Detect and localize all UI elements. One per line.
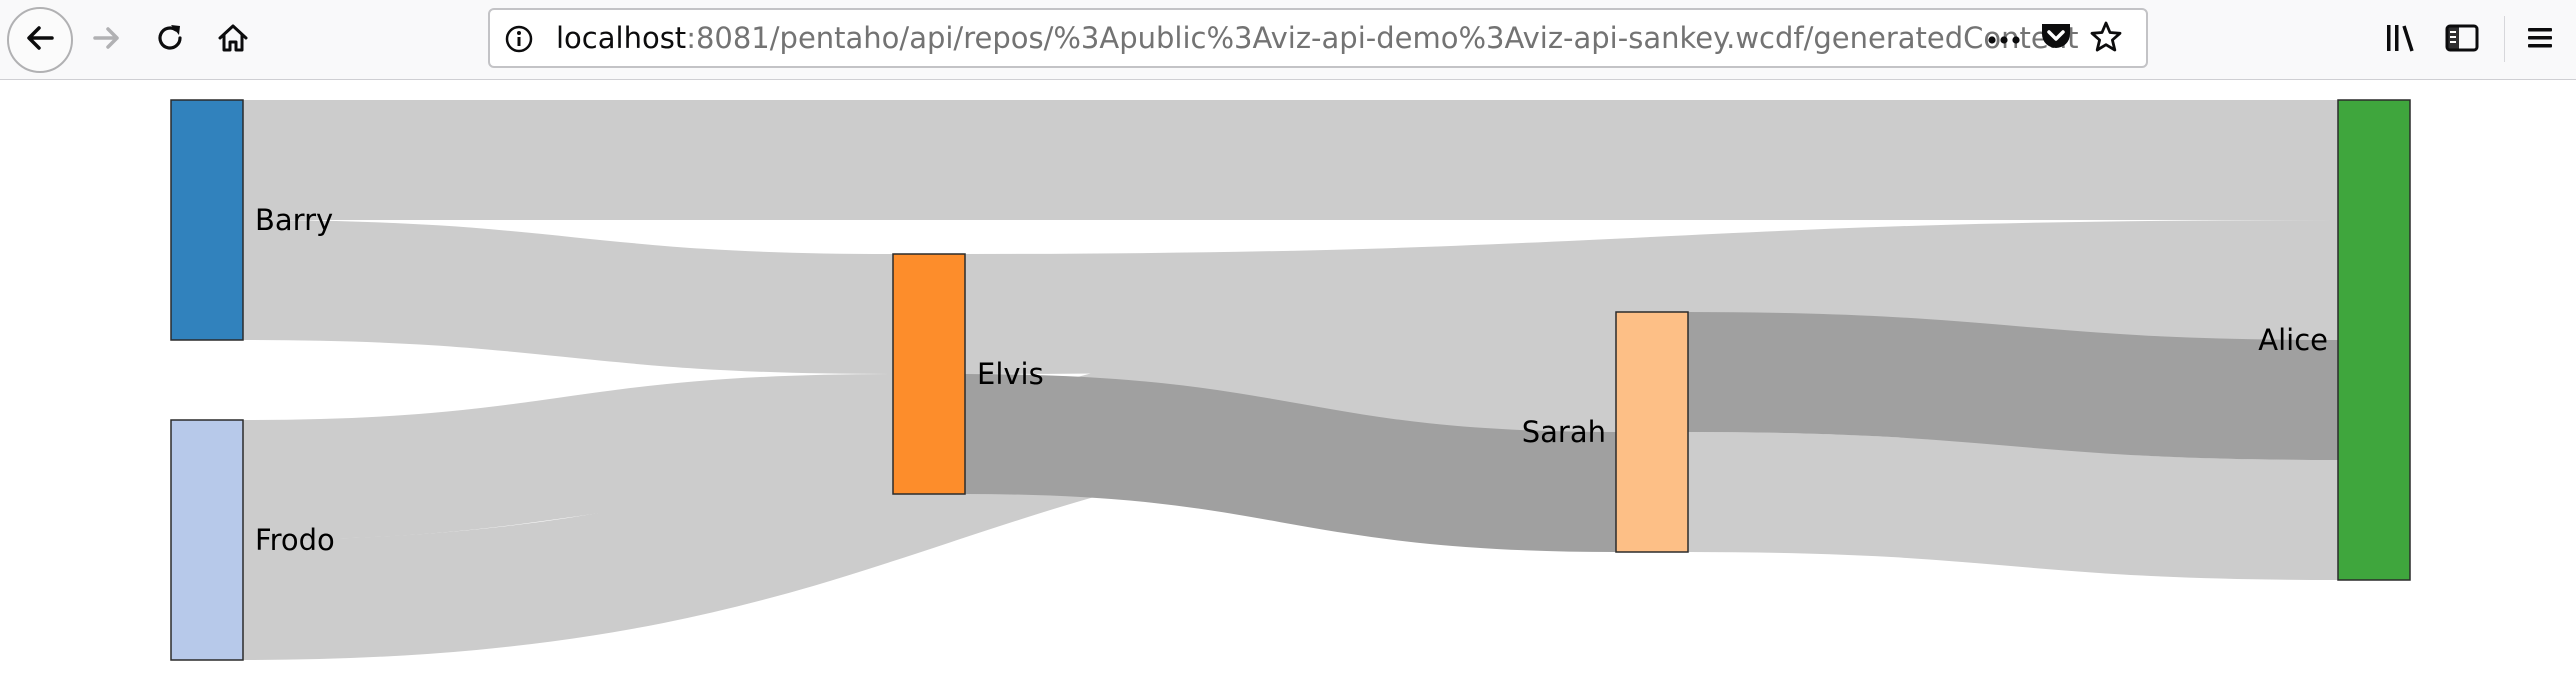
- forward-arrow-icon: [90, 21, 124, 59]
- info-icon[interactable]: [504, 24, 534, 54]
- sankey-node-sarah[interactable]: [1615, 311, 1689, 553]
- sankey-link-elvis-alice[interactable]: [964, 220, 2339, 374]
- browser-toolbar: localhost:8081/pentaho/api/repos/%3Apubl…: [0, 0, 2576, 80]
- url-text[interactable]: localhost:8081/pentaho/api/repos/%3Apubl…: [556, 10, 2079, 66]
- sidebar-icon: [2444, 22, 2480, 58]
- url-bar[interactable]: localhost:8081/pentaho/api/repos/%3Apubl…: [488, 8, 2148, 68]
- back-arrow-icon: [22, 20, 58, 60]
- sankey-chart: Barry Frodo Elvis Sarah Alice: [170, 99, 2411, 661]
- bookmark-button[interactable]: [2088, 21, 2124, 57]
- sankey-label-alice: Alice: [2258, 323, 2328, 357]
- sankey-link-sarah-alice[interactable]: [1687, 432, 2339, 580]
- sankey-links: [242, 99, 2339, 660]
- home-button[interactable]: [208, 15, 258, 65]
- sankey-link-elvis-sarah[interactable]: [964, 374, 1617, 552]
- pocket-button[interactable]: [2038, 21, 2074, 57]
- library-button[interactable]: [2380, 18, 2424, 62]
- sankey-link-barry-elvis[interactable]: [242, 220, 894, 374]
- url-path: :8081/pentaho/api/repos/%3Apublic%3Aviz-…: [686, 21, 2079, 55]
- sankey-label-frodo: Frodo: [255, 523, 335, 557]
- star-icon: [2089, 20, 2123, 58]
- sankey-link-sarah-alice[interactable]: [1687, 312, 2339, 460]
- hamburger-menu-icon: [2524, 23, 2556, 57]
- reload-button[interactable]: [145, 15, 195, 65]
- sankey-label-sarah: Sarah: [1522, 415, 1606, 449]
- sankey-label-elvis: Elvis: [977, 357, 1044, 391]
- forward-button[interactable]: [82, 15, 132, 65]
- sankey-node-alice[interactable]: [2337, 99, 2411, 581]
- url-host: localhost: [556, 21, 687, 55]
- page-actions-button[interactable]: [1986, 21, 2022, 57]
- sankey-node-frodo[interactable]: [170, 419, 244, 661]
- home-icon: [216, 21, 250, 59]
- sankey-node-barry[interactable]: [170, 99, 244, 341]
- page-viewport: Barry Frodo Elvis Sarah Alice: [0, 80, 2576, 690]
- sankey-nodes: [170, 99, 2411, 661]
- reload-icon: [153, 21, 187, 59]
- sankey-link-frodo-elvis[interactable]: [242, 374, 894, 540]
- back-button[interactable]: [7, 7, 73, 73]
- sankey-labels: Barry Frodo Elvis Sarah Alice: [255, 203, 2328, 557]
- more-horizontal-icon: [1987, 30, 2021, 49]
- sankey-node-elvis[interactable]: [892, 253, 966, 495]
- menu-button[interactable]: [2518, 18, 2562, 62]
- toolbar-separator: [2504, 16, 2505, 62]
- sidebar-button[interactable]: [2440, 18, 2484, 62]
- library-icon: [2384, 21, 2420, 59]
- sankey-label-barry: Barry: [255, 203, 333, 237]
- pocket-icon: [2039, 21, 2073, 57]
